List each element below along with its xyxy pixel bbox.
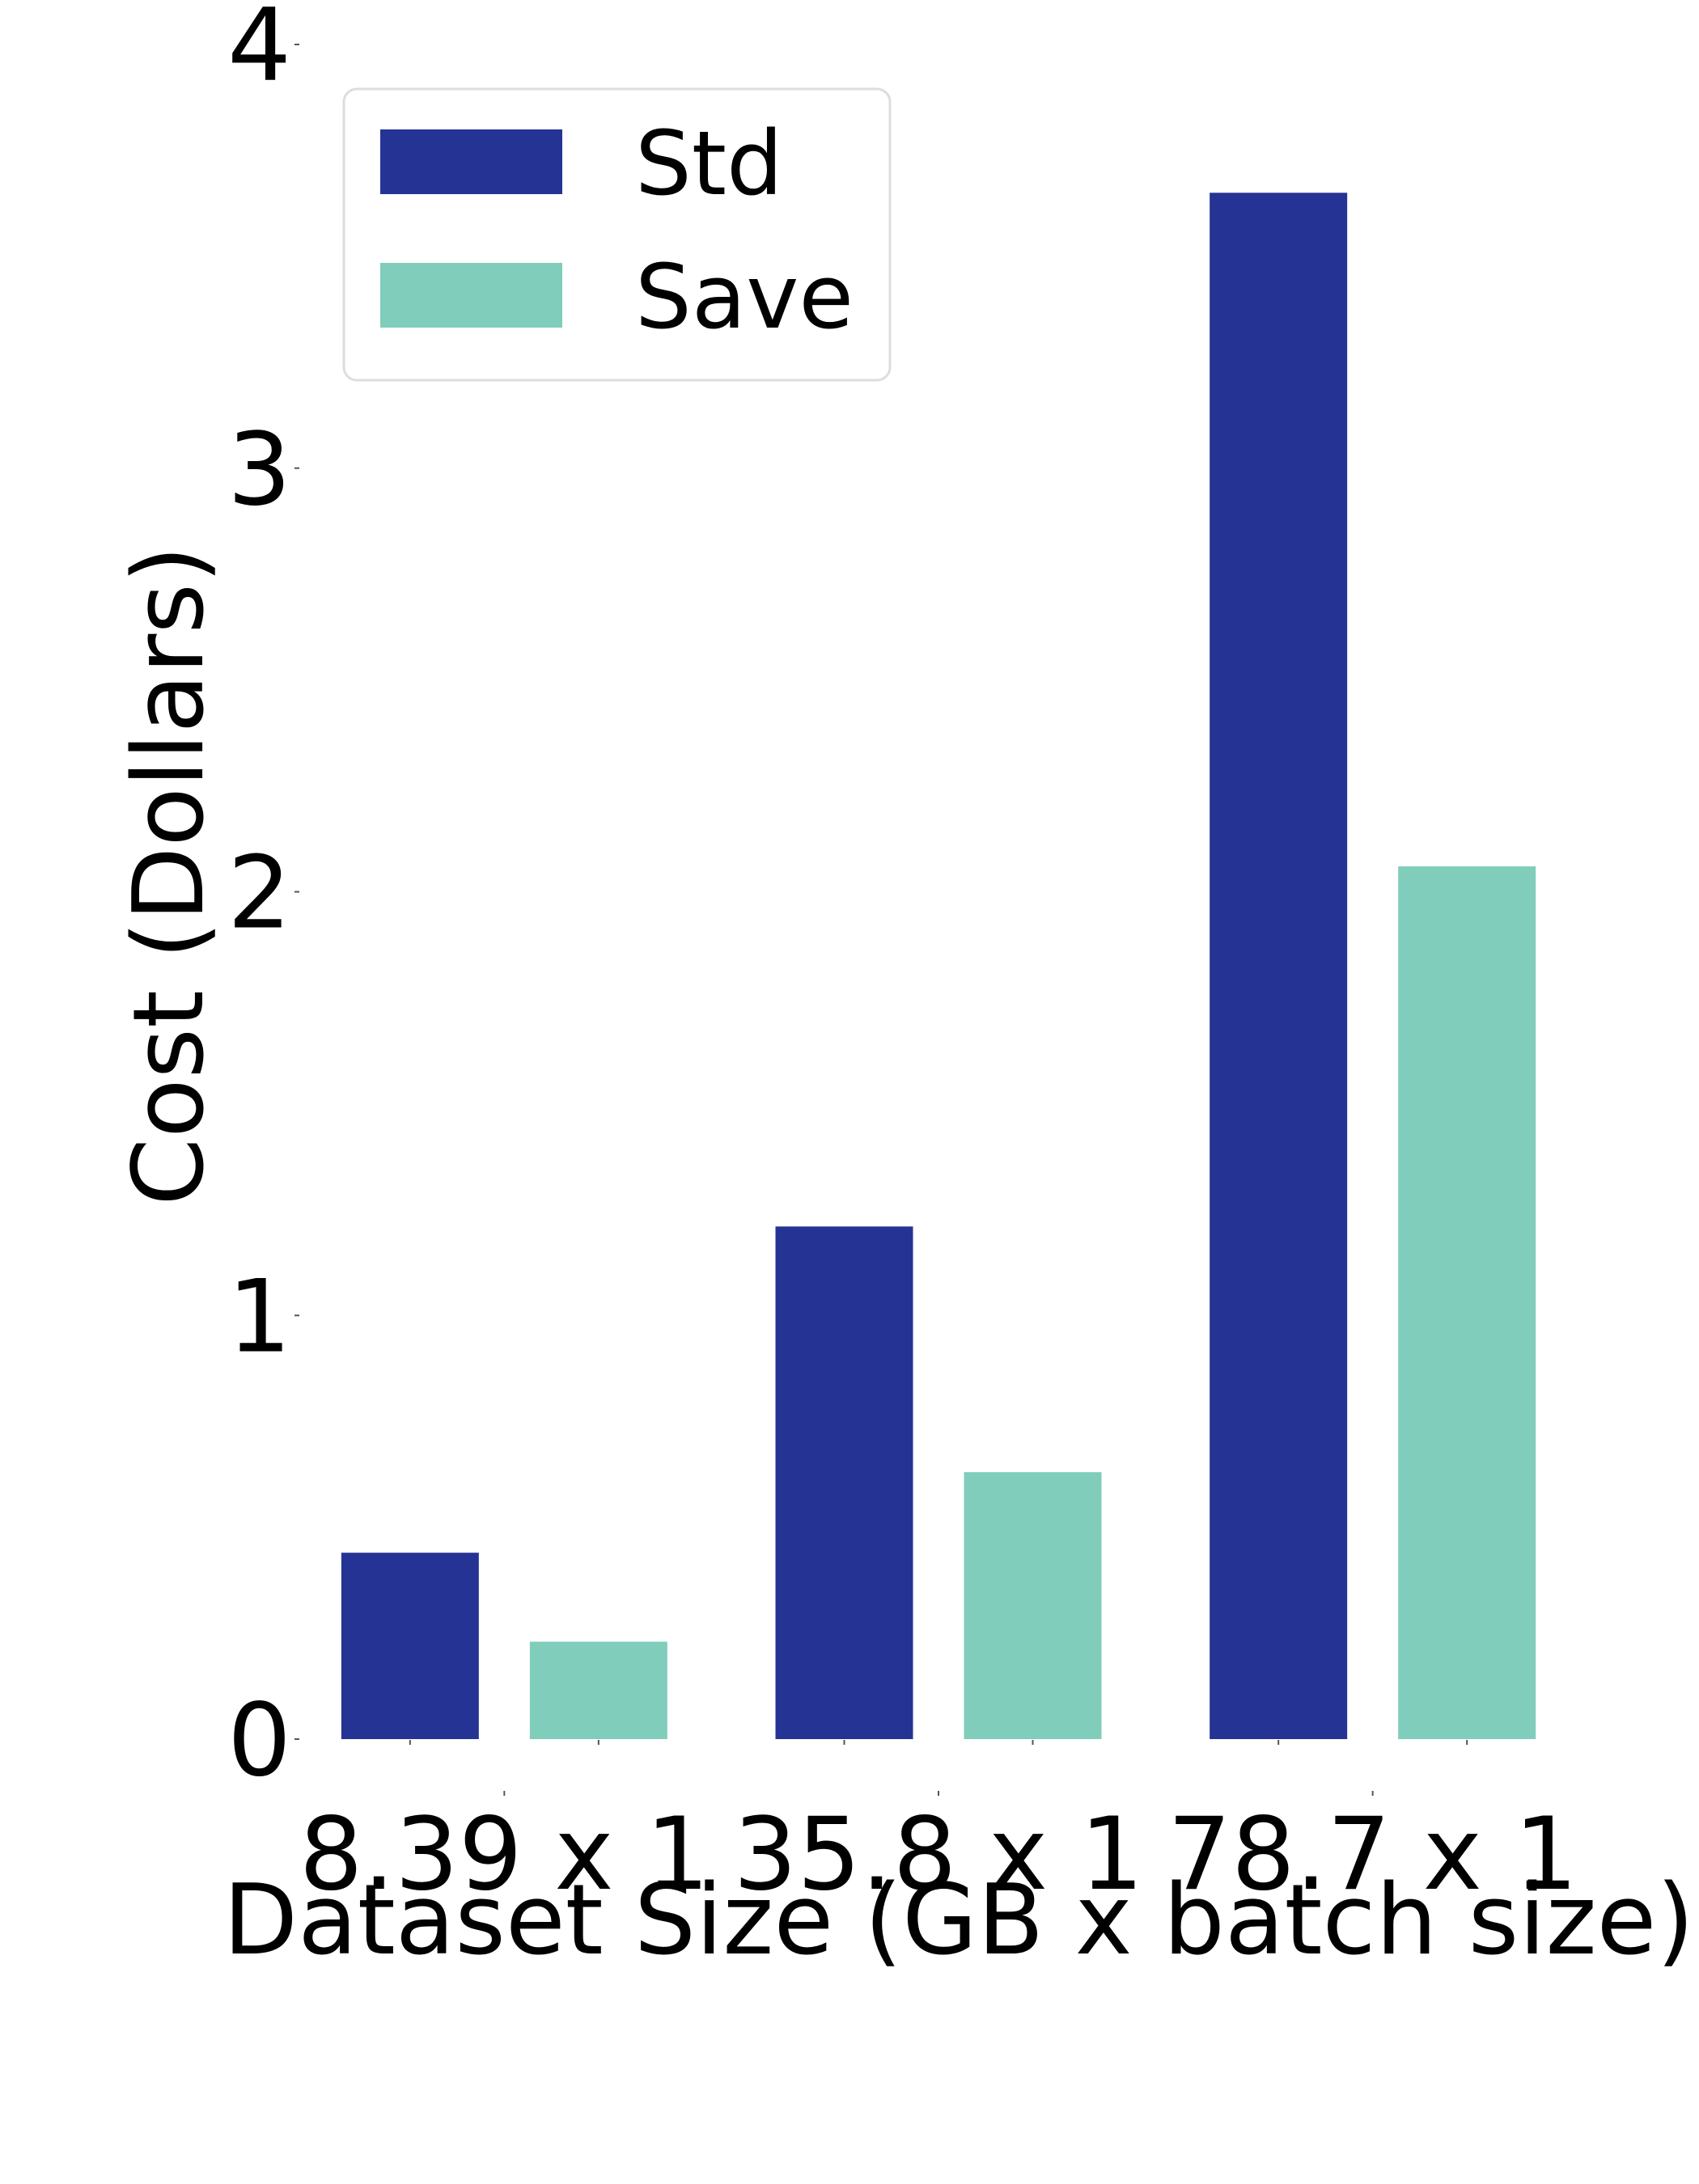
x-axis-title: Dataset Size (GB x batch size) bbox=[223, 1864, 1694, 1977]
y-tick-label: 0 bbox=[227, 1682, 291, 1799]
bar-std-1 bbox=[341, 1552, 479, 1739]
y-axis-title: Cost (Dollars) bbox=[113, 545, 226, 1205]
legend-label-std: Std bbox=[635, 112, 783, 215]
x-tick-label: 78.7 x 1 bbox=[1167, 1797, 1578, 1913]
legend-label-save: Save bbox=[635, 245, 854, 349]
bar-save-1 bbox=[529, 1641, 667, 1739]
x-tick-label: 8.39 x 1 bbox=[299, 1797, 710, 1913]
bar-save-3 bbox=[1398, 866, 1536, 1739]
y-tick-label: 3 bbox=[227, 412, 291, 528]
bars-group bbox=[341, 193, 1536, 1745]
y-tick-label: 4 bbox=[227, 0, 291, 104]
legend: Std Save bbox=[342, 87, 892, 382]
x-tick-label: 35.8 x 1 bbox=[733, 1797, 1143, 1913]
y-axis-title-group: Cost (Dollars) bbox=[113, 545, 226, 1205]
bar-save-2 bbox=[964, 1472, 1102, 1739]
bar-std-3 bbox=[1210, 193, 1348, 1739]
y-axis-ticks: 0 1 2 3 4 bbox=[227, 0, 299, 1799]
legend-swatch-std bbox=[380, 129, 562, 194]
x-axis-ticks: 8.39 x 1 35.8 x 1 78.7 x 1 bbox=[299, 1791, 1578, 1913]
y-tick-label: 1 bbox=[227, 1259, 291, 1375]
legend-swatch-save bbox=[380, 263, 562, 328]
y-tick-label: 2 bbox=[227, 836, 291, 952]
bar-std-2 bbox=[775, 1226, 913, 1739]
